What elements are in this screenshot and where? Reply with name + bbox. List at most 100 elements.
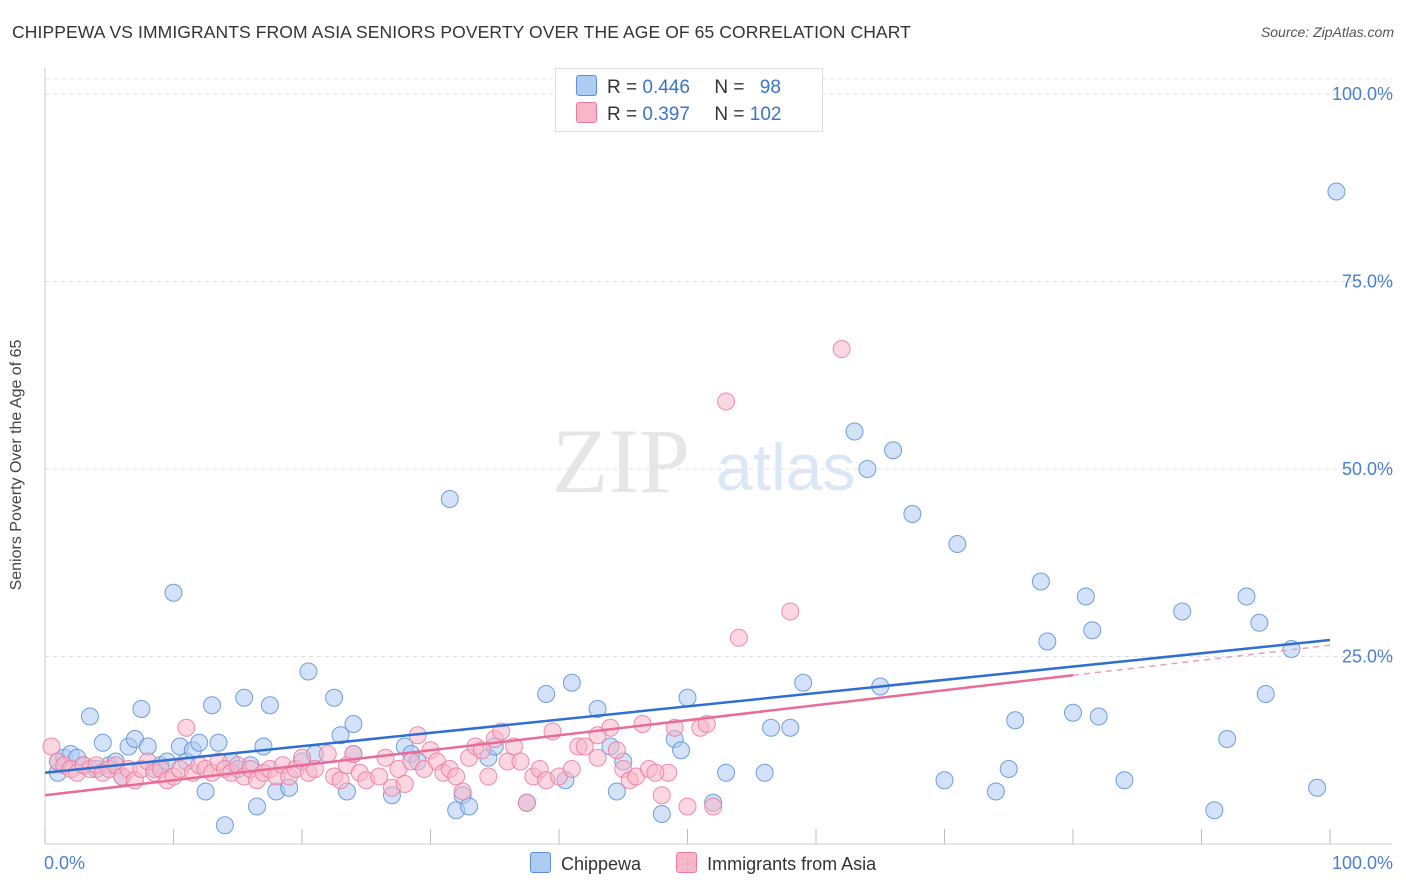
chippewa-point bbox=[215, 816, 234, 835]
tick-labels: 25.0% 50.0% 75.0% 100.0% 0.0% 100.0% bbox=[44, 84, 1393, 873]
chippewa-point bbox=[755, 763, 774, 782]
asia-point bbox=[453, 782, 472, 801]
chippewa-trend-line bbox=[44, 638, 1331, 774]
asia-point bbox=[562, 760, 581, 778]
chippewa-point bbox=[260, 696, 279, 715]
chippewa-point bbox=[562, 673, 581, 692]
r-value-chippewa: 0.446 bbox=[642, 77, 690, 98]
asia-point bbox=[370, 767, 389, 786]
legend-label-chippewa: Chippewa bbox=[561, 854, 642, 874]
asia-point bbox=[717, 392, 736, 411]
chippewa-point bbox=[440, 490, 459, 508]
legend-swatch-asia bbox=[676, 852, 698, 873]
chippewa-point bbox=[460, 797, 479, 816]
chippewa-point bbox=[672, 741, 691, 760]
chippewa-point bbox=[781, 718, 800, 737]
chippewa-point bbox=[254, 737, 273, 756]
chippewa-point bbox=[1031, 572, 1050, 591]
chippewa-point bbox=[1038, 632, 1057, 651]
chippewa-point bbox=[344, 715, 363, 733]
chippewa-point bbox=[607, 782, 626, 801]
n-value-chippewa: 98 bbox=[759, 77, 781, 98]
asia-point bbox=[704, 797, 723, 816]
legend-swatch-chippewa bbox=[576, 75, 597, 96]
asia-trend-line bbox=[44, 674, 1074, 797]
chippewa-point bbox=[588, 700, 607, 718]
chippewa-point bbox=[132, 700, 151, 718]
chippewa-point bbox=[1173, 602, 1192, 621]
trend-lines bbox=[44, 638, 1331, 797]
chippewa-point bbox=[999, 760, 1018, 778]
chippewa-point bbox=[196, 782, 215, 801]
chippewa-point bbox=[903, 505, 922, 523]
asia-point bbox=[42, 737, 61, 756]
asia-point bbox=[588, 748, 607, 767]
chippewa-point bbox=[1250, 613, 1269, 632]
asia-points bbox=[42, 340, 851, 816]
r-label: R = bbox=[607, 77, 638, 98]
chippewa-point bbox=[209, 733, 228, 752]
asia-point bbox=[652, 786, 671, 805]
legend-row-chippewa: R = 0.446 N = 98 bbox=[576, 75, 781, 101]
chippewa-point bbox=[717, 763, 736, 782]
asia-point bbox=[575, 737, 594, 756]
asia-point bbox=[781, 602, 800, 621]
chippewa-point bbox=[986, 782, 1005, 801]
asia-point bbox=[447, 767, 466, 786]
chippewa-point bbox=[1237, 587, 1256, 606]
x-tick-label-min: 0.0% bbox=[44, 853, 85, 873]
asia-point bbox=[177, 718, 196, 737]
y-tick-label: 75.0% bbox=[1342, 272, 1393, 292]
r-label: R = bbox=[607, 104, 638, 125]
chippewa-points bbox=[48, 182, 1346, 835]
chippewa-point bbox=[1006, 711, 1025, 730]
chippewa-point bbox=[1083, 621, 1102, 640]
y-tick-label: 100.0% bbox=[1332, 84, 1393, 104]
asia-point bbox=[678, 797, 697, 816]
chippewa-point bbox=[1064, 703, 1082, 722]
chippewa-point bbox=[1076, 587, 1095, 606]
asia-point bbox=[318, 745, 337, 763]
chippewa-point bbox=[935, 771, 954, 790]
n-label: N = bbox=[714, 104, 745, 125]
asia-point bbox=[511, 752, 530, 771]
chippewa-point bbox=[299, 662, 318, 681]
asia-point bbox=[331, 771, 350, 790]
chippewa-point bbox=[331, 726, 350, 745]
chippewa-point bbox=[948, 535, 967, 553]
chippewa-point bbox=[1205, 801, 1224, 820]
legend-label-asia: Immigrants from Asia bbox=[707, 854, 877, 874]
chippewa-point bbox=[248, 797, 267, 816]
chippewa-point bbox=[884, 441, 903, 460]
chippewa-point bbox=[652, 805, 671, 823]
n-label: N = bbox=[714, 77, 745, 98]
chippewa-point bbox=[858, 460, 877, 478]
n-value-asia: 102 bbox=[749, 104, 782, 125]
chippewa-point bbox=[203, 696, 222, 715]
chart-title: CHIPPEWA VS IMMIGRANTS FROM ASIA SENIORS… bbox=[12, 22, 911, 42]
asia-point bbox=[607, 741, 626, 760]
axes bbox=[44, 68, 1392, 845]
chippewa-point bbox=[1115, 771, 1134, 790]
y-tick-label: 50.0% bbox=[1342, 459, 1393, 479]
y-tick-label: 25.0% bbox=[1342, 647, 1393, 667]
asia-point bbox=[729, 628, 748, 647]
chippewa-point bbox=[235, 688, 254, 707]
chippewa-point bbox=[794, 673, 813, 692]
correlation-legend: R = 0.446 N = 98 R = 0.397 N = 102 bbox=[555, 68, 823, 132]
chippewa-point bbox=[93, 733, 112, 752]
asia-point bbox=[517, 793, 536, 812]
series-legend: Chippewa Immigrants from Asia bbox=[530, 852, 906, 875]
r-value-asia: 0.397 bbox=[642, 104, 690, 125]
chippewa-point bbox=[762, 718, 781, 737]
chippewa-point bbox=[325, 688, 344, 707]
chippewa-point bbox=[1089, 707, 1108, 726]
watermark-atlas: atlas bbox=[716, 430, 855, 504]
asia-point bbox=[395, 775, 414, 793]
legend-item-asia: Immigrants from Asia bbox=[676, 852, 876, 875]
chippewa-point bbox=[164, 583, 183, 602]
asia-point bbox=[646, 763, 665, 782]
chippewa-point bbox=[1327, 182, 1346, 201]
chippewa-point bbox=[190, 733, 209, 752]
